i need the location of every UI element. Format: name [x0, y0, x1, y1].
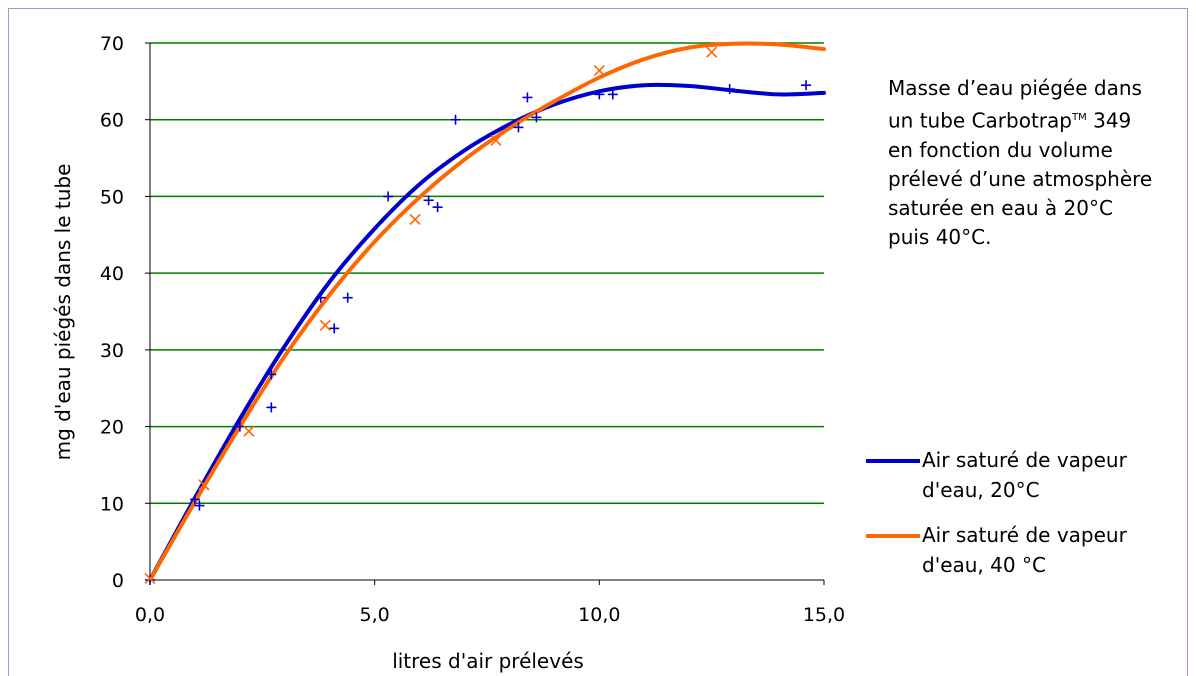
data-point-series-0: [450, 114, 461, 125]
data-point-series-0: [342, 292, 353, 303]
x-tick-label: 10,0: [578, 604, 620, 626]
annotation-line: puis 40°C.: [888, 224, 992, 249]
data-point-series-0: [194, 500, 205, 511]
data-point-series-0: [145, 575, 155, 585]
gridlines: [150, 42, 824, 505]
data-point-series-0: [724, 84, 735, 95]
data-point-series-0: [531, 112, 542, 123]
data-point-series-0: [266, 402, 277, 413]
data-point-series-0: [315, 292, 326, 303]
tick-labels: 0 10 20 30 40 50 60 70 0,0 5,0 10,0 15,0: [100, 33, 845, 626]
y-tick-label: 0: [112, 570, 124, 592]
annotation-line: Masse d’eau piégée dans: [888, 76, 1142, 100]
annotation-text: un tube Carbotrap: [888, 108, 1072, 133]
x-axis-label: litres d'air prélevés: [392, 649, 584, 673]
x-tick-label: 5,0: [360, 604, 390, 626]
legend-label-20c: Air saturé de vapeur d'eau, 20°C: [922, 445, 1186, 505]
trend-line-series-0: [148, 82, 826, 582]
data-point-series-1: [243, 425, 255, 437]
data-point-series-1: [706, 46, 718, 58]
data-point-series-1: [319, 319, 331, 331]
annotation-text: 349: [1086, 108, 1132, 133]
axes: [145, 42, 825, 585]
annotation-line: un tube CarbotrapTM 349: [888, 103, 1188, 136]
annotation-line: prélevé d’une atmosphère: [888, 166, 1153, 191]
annotation-line: en fonction du volume: [888, 137, 1113, 162]
legend-label-line: Air saturé de vapeur: [922, 448, 1127, 472]
data-point-series-0: [189, 494, 200, 505]
data-point-series-1: [409, 213, 421, 226]
data-point-series-1: [198, 479, 210, 491]
trademark-mark: TM: [1071, 112, 1087, 123]
y-tick-label: 20: [100, 417, 124, 439]
trend-lines: [148, 41, 826, 582]
y-axis-label: mg d'eau piégés dans le tube: [51, 164, 75, 461]
legend-item-20c: Air saturé de vapeur d'eau, 20°C: [866, 445, 1186, 515]
y-tick-label: 40: [100, 263, 124, 285]
x-tick-label: 0,0: [135, 604, 165, 626]
legend-item-40c: Air saturé de vapeur d'eau, 40 °C: [866, 520, 1186, 590]
data-point-series-0: [522, 92, 533, 103]
data-point-series-0: [513, 122, 524, 133]
y-tick-label: 70: [100, 33, 124, 55]
data-point-series-1: [593, 65, 605, 77]
data-point-series-1: [144, 572, 156, 585]
legend-swatch-40c: [866, 534, 920, 538]
data-point-series-0: [383, 191, 394, 202]
legend-label-40c: Air saturé de vapeur d'eau, 40 °C: [922, 520, 1186, 580]
y-tick-label: 30: [100, 340, 124, 362]
legend-label-line: d'eau, 20°C: [922, 478, 1040, 502]
y-tick-label: 60: [100, 110, 124, 132]
y-tick-label: 10: [100, 493, 124, 515]
data-point-series-0: [329, 323, 340, 334]
y-tick-label: 50: [100, 186, 124, 208]
data-point-series-0: [432, 202, 443, 213]
data-point-series-0: [801, 80, 812, 91]
legend-label-line: d'eau, 40 °C: [922, 553, 1046, 577]
data-point-series-0: [234, 421, 245, 432]
data-point-series-0: [423, 195, 434, 206]
legend-swatch-20c: [866, 459, 920, 463]
x-tick-label: 15,0: [803, 604, 845, 626]
chart-frame: [8, 8, 1188, 676]
data-point-series-1: [490, 134, 502, 146]
data-point-series-0: [594, 89, 605, 100]
annotation-line: saturée en eau à 20°C: [888, 195, 1113, 220]
trend-line-series-1: [148, 41, 826, 582]
legend-label-line: Air saturé de vapeur: [922, 523, 1127, 547]
data-point-series-0: [266, 369, 277, 380]
data-points: [144, 46, 812, 585]
chart-annotation: Masse d’eau piégée dans un tube Carbotra…: [888, 74, 1188, 252]
data-point-series-0: [607, 89, 618, 100]
